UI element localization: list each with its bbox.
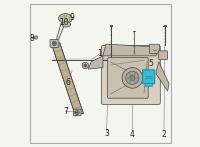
FancyBboxPatch shape [143,70,155,84]
Circle shape [76,112,78,113]
FancyBboxPatch shape [101,46,160,104]
Text: 1: 1 [98,49,102,58]
Ellipse shape [58,14,72,23]
Polygon shape [103,44,159,56]
FancyBboxPatch shape [50,39,59,47]
Text: 7: 7 [63,107,68,116]
Text: 9: 9 [70,13,75,22]
Circle shape [82,62,89,69]
Polygon shape [35,36,38,39]
Circle shape [84,64,87,67]
Circle shape [130,75,135,81]
Text: 6: 6 [66,78,71,87]
FancyBboxPatch shape [108,58,148,98]
Circle shape [126,71,139,85]
Circle shape [52,41,57,46]
FancyBboxPatch shape [158,51,167,59]
Polygon shape [156,62,169,91]
Polygon shape [88,56,103,69]
Text: 2: 2 [162,130,166,139]
Text: 4: 4 [130,130,135,139]
Text: 3: 3 [104,128,109,138]
Circle shape [75,110,79,115]
Text: 5: 5 [148,59,153,69]
Circle shape [53,42,55,44]
FancyBboxPatch shape [145,83,152,86]
Text: 10: 10 [59,18,69,27]
FancyBboxPatch shape [149,44,159,54]
Ellipse shape [62,21,71,27]
Circle shape [122,68,143,88]
FancyBboxPatch shape [73,109,81,116]
Polygon shape [52,43,83,116]
Text: 8: 8 [30,34,34,44]
